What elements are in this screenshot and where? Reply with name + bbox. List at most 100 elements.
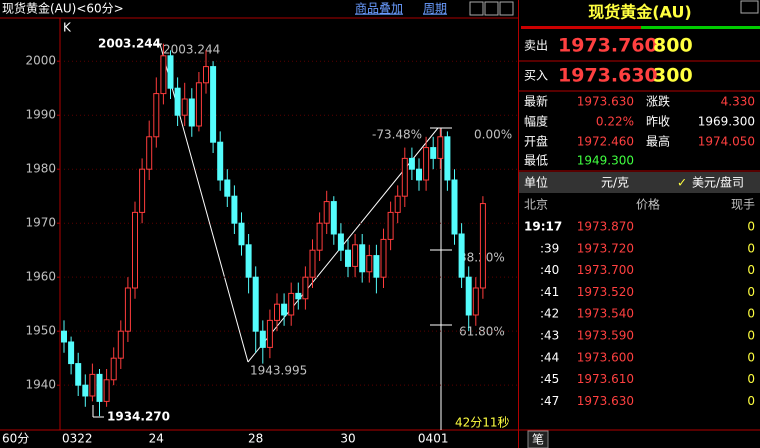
candle-body [203, 66, 209, 84]
stat-label: 最高 [646, 134, 670, 149]
candle-body [359, 244, 366, 273]
candle-body [401, 157, 408, 197]
y-tick-label: 1940 [25, 378, 56, 392]
candle-body [252, 276, 259, 332]
candle-body [366, 255, 373, 273]
annotation: 61.80% [459, 325, 505, 339]
candle-body [266, 319, 273, 348]
candle-body [238, 222, 245, 246]
stat-label: 最新 [524, 94, 548, 109]
chart-title: 现货黄金(AU)<60分> [2, 1, 124, 16]
tick-volume: 0 [747, 307, 755, 321]
unit-check: ✓ [677, 176, 687, 190]
tick-price: 1973.630 [577, 394, 634, 408]
tick-price: 1973.700 [577, 263, 634, 277]
candle-body [465, 276, 472, 316]
stat-label: 开盘 [524, 134, 548, 149]
candle-body [352, 244, 359, 267]
tick-volume: 0 [747, 350, 755, 364]
candle-body [96, 373, 103, 402]
period-button[interactable]: 周期 [423, 2, 447, 16]
candle-body [103, 379, 110, 402]
candle-body [132, 211, 138, 289]
quote-volume: 300 [653, 65, 693, 87]
candle-body [373, 255, 380, 278]
y-tick-label: 1950 [25, 324, 56, 338]
unit-option[interactable]: 美元/盘司 [692, 175, 744, 190]
candle-body [61, 330, 67, 343]
candle-body [153, 93, 160, 138]
candle-body [444, 136, 451, 181]
x-tick-label: 28 [248, 432, 263, 446]
annotation: 1943.995 [250, 364, 307, 378]
x-tick-label: 0401 [418, 432, 449, 446]
candle-body [295, 292, 302, 300]
candle-body [408, 157, 415, 170]
candle-body [387, 211, 394, 240]
toolbar-icons [469, 1, 514, 16]
candle-body [302, 276, 309, 300]
unit-option[interactable]: 元/克 [601, 176, 629, 190]
candle-body [195, 82, 202, 127]
candle-body [167, 55, 174, 89]
stat-value: 1969.300 [698, 115, 755, 129]
candle-body [330, 201, 337, 235]
y-tick-label: 1970 [25, 216, 56, 230]
panel-bar [641, 26, 760, 29]
panel-buttons[interactable] [740, 0, 759, 14]
period-label: 60分 [2, 432, 29, 446]
panel-tab-label[interactable]: 笔 [532, 432, 544, 447]
tick-price: 1973.540 [577, 307, 634, 321]
candle-body [181, 98, 188, 116]
quote-price: 1973.630 [558, 65, 658, 87]
candle-body [479, 203, 486, 289]
overlay-button[interactable]: 商品叠加 [355, 1, 403, 16]
stat-value: 4.330 [721, 95, 755, 109]
stat-value: 0.22% [596, 115, 634, 129]
tick-price: 1973.600 [577, 350, 634, 364]
quote-price: 1973.760 [558, 35, 658, 57]
stat-label: 幅度 [524, 114, 548, 129]
panel-bar [521, 26, 641, 29]
candle-body [451, 179, 458, 235]
candle-body [394, 195, 401, 213]
candle-body [316, 222, 323, 251]
tick-time: :41 [540, 285, 559, 299]
candle-body [259, 330, 266, 348]
candle-body [75, 363, 82, 386]
candle-body [288, 292, 295, 316]
quote-volume: 800 [653, 35, 693, 57]
ticks-header: 北京 [524, 198, 548, 212]
tick-volume: 0 [747, 329, 755, 343]
tick-time: :45 [540, 372, 559, 386]
candle-body [437, 136, 444, 159]
candle-body [458, 233, 465, 278]
quote-label: 买入 [524, 69, 548, 83]
unit-label: 单位 [524, 175, 548, 190]
y-tick-label: 2000 [25, 54, 56, 68]
tick-price: 1973.520 [577, 285, 634, 299]
tick-time: :44 [540, 350, 559, 364]
candle-body [174, 87, 181, 116]
annotation: 1934.270 [107, 410, 170, 424]
y-tick-label: 1980 [25, 162, 56, 176]
candle-body [423, 147, 430, 181]
candle-body [274, 303, 280, 321]
annotation: -73.48% [372, 128, 422, 142]
candle-body [146, 136, 153, 170]
panel-tab[interactable] [527, 430, 549, 448]
tick-volume: 0 [747, 285, 755, 299]
candle-body [217, 141, 224, 181]
tick-volume: 0 [747, 241, 755, 255]
tick-volume: 0 [747, 394, 755, 408]
quote-label: 卖出 [524, 39, 548, 53]
x-tick-label: 0322 [62, 432, 93, 446]
tick-time: :47 [540, 394, 559, 408]
candle-body [188, 98, 195, 127]
candle-body [124, 287, 131, 332]
candle-body [345, 249, 351, 267]
candle-body [82, 384, 89, 397]
y-tick-label: 1960 [25, 270, 56, 284]
